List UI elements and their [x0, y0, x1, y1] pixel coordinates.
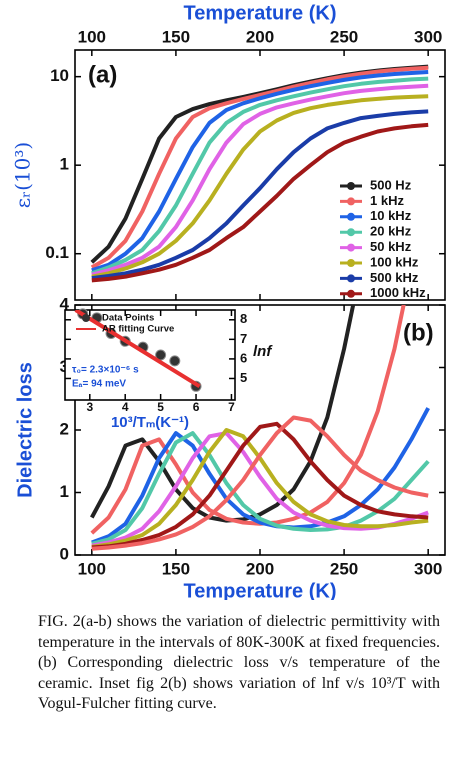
series-line: [74, 310, 201, 389]
y-tick-label: 2: [60, 419, 69, 438]
y-tick-label: 1: [60, 155, 69, 174]
series-line: [91, 76, 429, 276]
x-tick-label: 150: [162, 27, 190, 46]
legend-marker: [347, 197, 355, 206]
x-tick-label: 250: [330, 559, 358, 578]
y-axis-title: lnf: [253, 343, 273, 360]
x-tick-label: 3: [86, 400, 93, 414]
figure: 100 150 200 250 300 0.1 1 10 100 150 200 250 300 0 1 2 3…: [11, 2, 446, 600]
legend-label: 500 kHz: [370, 270, 419, 285]
x-axis-title: Temperature (K): [184, 580, 337, 600]
legend-label: 500 Hz: [370, 177, 412, 192]
y-tick-label: 8: [240, 311, 247, 326]
legend-label: 50 kHz: [370, 239, 412, 254]
legend-marker: [347, 212, 355, 221]
x-tick-label: 6: [193, 400, 200, 414]
series-line: [91, 83, 429, 277]
panel-label: (b): [403, 319, 434, 346]
y-axis-title: Dielectric loss: [14, 362, 36, 498]
legend-label: AR fitting Curve: [102, 324, 174, 335]
data-point: [169, 355, 181, 367]
legend-label: 100 kHz: [370, 254, 419, 269]
caption: FIG. 2(a-b) shows the variation of diele…: [38, 613, 440, 712]
legend-marker: [347, 289, 355, 298]
y-tick-label: 10: [50, 66, 69, 85]
legend-label: 1000 kHz: [370, 285, 426, 300]
y-axis-title: εᵣ(10³): [11, 142, 35, 208]
series-line: [91, 94, 429, 279]
series-line: [91, 109, 429, 281]
x-tick-label: 7: [228, 400, 235, 414]
x-tick-label: 5: [157, 400, 164, 414]
legend-marker: [347, 274, 355, 283]
series-line: [91, 415, 429, 551]
series-line: [91, 431, 430, 546]
x-tick-label: 300: [414, 559, 442, 578]
series-line: [91, 122, 429, 283]
x-axis-title: 10³/Tₘ(K⁻¹): [111, 414, 189, 431]
legend-marker: [347, 228, 355, 237]
legend-marker: [347, 243, 355, 252]
y-tick-label: 1: [60, 482, 69, 501]
series-line: [91, 407, 430, 545]
series-line: [90, 65, 429, 270]
legend-label: 20 kHz: [370, 224, 412, 239]
series-line: [90, 305, 356, 523]
x-tick-label: 100: [78, 27, 106, 46]
x-axis-title: Temperature (K): [184, 2, 337, 24]
y-tick-label: 0: [60, 544, 69, 563]
series-line: [91, 70, 429, 273]
y-tick-label: 6: [240, 350, 247, 365]
x-tick-label: 150: [162, 559, 190, 578]
legend-label: 10 kHz: [370, 208, 412, 223]
legend-label: 1 kHz: [370, 193, 404, 208]
legend-marker: [82, 314, 90, 322]
y-tick-label: 0.1: [45, 243, 69, 262]
x-tick-label: 300: [414, 27, 442, 46]
series-line: [91, 421, 429, 550]
panel-label: (a): [88, 61, 117, 88]
legend-label: Data Points: [102, 313, 154, 324]
y-tick-label: 5: [240, 370, 247, 385]
x-tick-label: 250: [330, 27, 358, 46]
annotation: Eₐ= 94 meV: [72, 379, 126, 390]
y-tick-label: 4: [60, 294, 70, 313]
x-tick-label: 200: [246, 27, 274, 46]
legend-marker: [347, 259, 355, 267]
x-tick-label: 4: [122, 400, 129, 414]
legend-marker: [347, 182, 355, 190]
annotation: τ₀= 2.3×10⁻⁶ s: [72, 365, 139, 376]
x-tick-label: 200: [246, 559, 274, 578]
y-tick-label: 7: [240, 331, 247, 346]
x-tick-label: 100: [78, 559, 106, 578]
